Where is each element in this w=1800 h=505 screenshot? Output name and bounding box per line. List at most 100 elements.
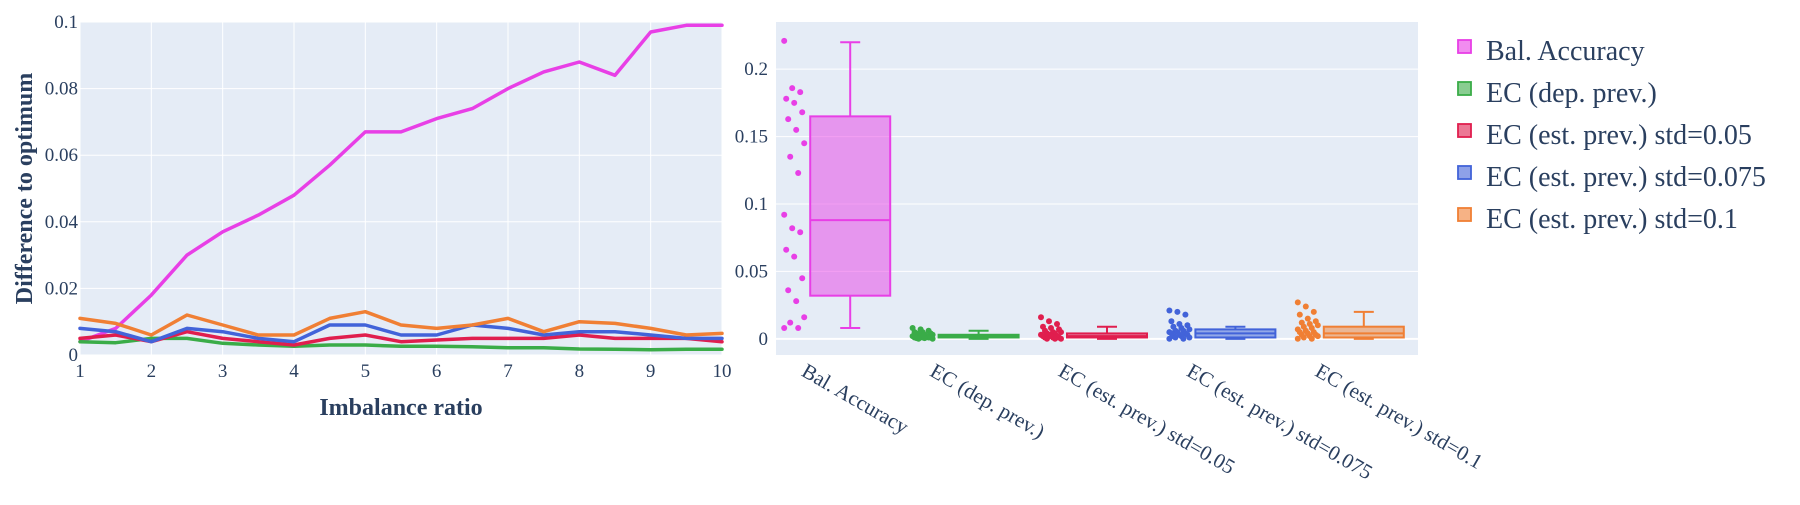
x-tick-label: 7 <box>503 361 513 382</box>
data-point <box>799 275 806 282</box>
data-point <box>1182 311 1189 318</box>
y-tick-label: 0.02 <box>45 278 78 299</box>
x-tick-label: 4 <box>289 361 299 382</box>
data-point <box>1174 308 1181 315</box>
point-group <box>781 37 808 331</box>
data-point <box>785 116 792 123</box>
data-point <box>787 319 794 326</box>
x-tick-label: 10 <box>713 361 732 382</box>
data-point <box>921 335 928 342</box>
y-tick-label: 0.2 <box>744 59 768 80</box>
data-point <box>793 126 800 133</box>
legend-item: EC (est. prev.) std=0.075 <box>1457 162 1766 193</box>
data-point <box>781 37 788 44</box>
y-tick-label: 0.05 <box>735 261 768 282</box>
data-point <box>1314 333 1321 340</box>
data-point <box>795 325 802 331</box>
data-point <box>787 153 794 160</box>
data-point <box>929 335 936 342</box>
y-tick-label: 0.15 <box>735 127 768 148</box>
y-tick-label: 0 <box>759 329 769 350</box>
data-point <box>1304 315 1311 322</box>
x-axis-title: Imbalance ratio <box>319 395 482 421</box>
data-point <box>801 140 808 147</box>
data-point <box>1180 335 1187 342</box>
data-point <box>1054 321 1060 327</box>
point-group <box>1294 299 1321 342</box>
series-line <box>78 23 724 344</box>
legend-item: EC (est. prev.) std=0.05 <box>1457 120 1752 151</box>
legend-swatch <box>1457 123 1472 138</box>
data-point <box>795 170 802 176</box>
data-point <box>1300 334 1307 341</box>
x-tick-label: 5 <box>361 361 371 382</box>
data-point <box>1166 335 1173 342</box>
data-point <box>781 325 788 331</box>
data-point <box>1052 335 1058 342</box>
legend-swatch <box>1457 207 1472 222</box>
legend-label: EC (dep. prev.) <box>1486 78 1657 109</box>
x-tick-label: 2 <box>147 361 157 382</box>
legend-label: EC (est. prev.) std=0.1 <box>1486 204 1738 235</box>
data-point <box>1046 318 1052 325</box>
y-tick-label: 0.1 <box>54 12 78 33</box>
legend-swatch <box>1457 165 1472 180</box>
data-point <box>791 253 798 260</box>
x-tick-label: 8 <box>575 361 585 382</box>
legend-label: EC (est. prev.) std=0.075 <box>1486 162 1766 193</box>
y-tick-label: 0.06 <box>45 145 78 166</box>
line-chart: 1 2 3 4 5 6 7 8 9 10 0 0.02 0.04 0.06 0.08 0.1 Imbalance… <box>12 12 732 421</box>
data-point <box>781 211 788 218</box>
x-tick-label: 6 <box>432 361 442 382</box>
point-group <box>1038 314 1064 342</box>
data-point <box>799 109 806 116</box>
legend-swatch <box>1457 81 1472 96</box>
legend-label: Bal. Accuracy <box>1486 36 1645 67</box>
legend-item: Bal. Accuracy <box>1457 36 1645 67</box>
data-point <box>797 229 804 236</box>
data-point <box>1058 335 1064 342</box>
y-tick-label: 0 <box>69 345 79 366</box>
legend-item: EC (est. prev.) std=0.1 <box>1457 204 1738 235</box>
data-point <box>915 335 922 342</box>
legend: Bal. Accuracy EC (dep. prev.) EC (est. pre… <box>1457 36 1766 235</box>
data-point <box>791 99 798 106</box>
series-line <box>78 336 724 352</box>
legend-swatch <box>1457 39 1472 54</box>
y-tick-label: 0.04 <box>45 212 79 233</box>
data-point <box>783 246 790 253</box>
x-tick-label: 9 <box>646 361 656 382</box>
data-point <box>1168 318 1175 325</box>
legend-label: EC (est. prev.) std=0.05 <box>1486 120 1752 151</box>
data-point <box>793 298 800 305</box>
y-axis-title: Difference to optimum <box>12 73 38 305</box>
box-chart: 0 0.05 0.1 0.15 0.2 Bal. Accuracy EC (dep. pre… <box>735 22 1487 484</box>
data-point <box>1186 334 1193 341</box>
data-point <box>1310 308 1317 315</box>
data-point <box>1044 335 1050 342</box>
series-line <box>78 309 724 337</box>
data-point <box>1172 334 1179 341</box>
data-point <box>785 287 792 294</box>
data-point <box>1314 322 1321 329</box>
point-group <box>909 325 936 342</box>
data-point <box>1186 326 1193 333</box>
data-point <box>801 314 808 321</box>
data-point <box>1294 299 1301 306</box>
x-tick-label: 1 <box>75 361 85 382</box>
category-label: EC (dep. prev.) <box>926 359 1049 444</box>
data-point <box>1058 329 1064 336</box>
data-point <box>1038 314 1044 321</box>
data-point <box>1166 307 1173 314</box>
box <box>809 115 892 297</box>
data-point <box>789 85 796 92</box>
data-point <box>1296 311 1303 318</box>
data-point <box>1308 335 1315 342</box>
series-line <box>78 323 724 344</box>
y-tick-label: 0.08 <box>45 79 78 100</box>
series-line <box>78 329 724 347</box>
data-point <box>797 89 804 96</box>
y-tick-label: 0.1 <box>744 194 768 215</box>
